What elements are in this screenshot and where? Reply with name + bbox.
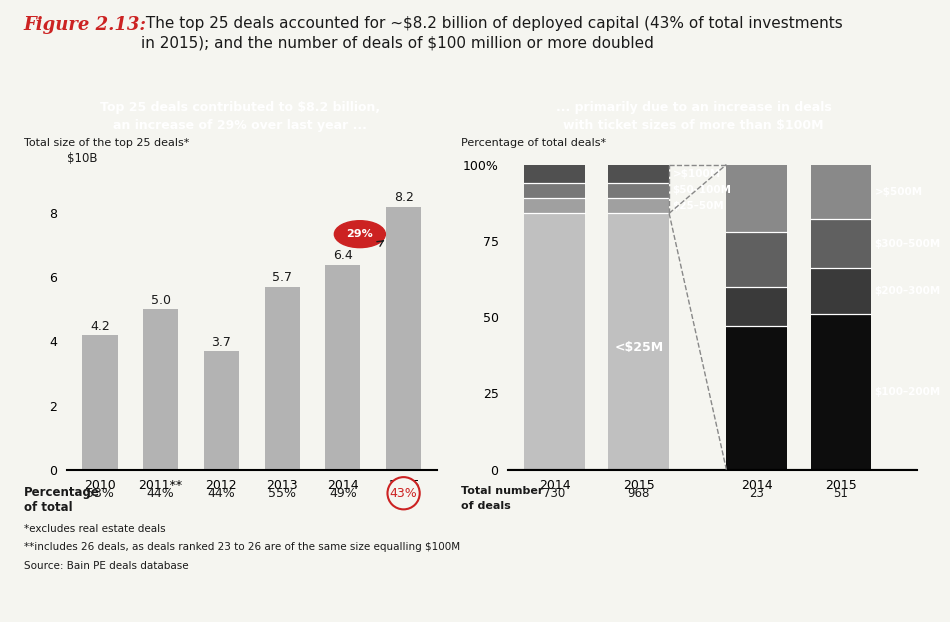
Text: $25–50M: $25–50M (673, 201, 724, 211)
Text: 55%: 55% (268, 487, 296, 499)
Bar (609, 198, 669, 213)
Text: 44%: 44% (207, 487, 236, 499)
Text: Top 25 deals contributed to $8.2 billion,: Top 25 deals contributed to $8.2 billion… (100, 101, 380, 114)
Text: 53%: 53% (86, 487, 114, 499)
Text: 5.7: 5.7 (272, 271, 292, 284)
Bar (810, 165, 871, 220)
Bar (727, 165, 787, 231)
Text: $10B: $10B (66, 152, 97, 165)
Text: $100–200M: $100–200M (875, 387, 940, 397)
Text: <$25M: <$25M (615, 341, 663, 354)
Bar (386, 207, 421, 470)
Text: Source: Bain PE deals database: Source: Bain PE deals database (24, 561, 188, 571)
Text: Total size of the top 25 deals*: Total size of the top 25 deals* (24, 138, 189, 148)
Text: 29%: 29% (347, 229, 373, 239)
Text: Total number: Total number (461, 486, 543, 496)
Bar (524, 198, 585, 213)
Text: 23: 23 (750, 487, 764, 499)
Bar (609, 183, 669, 198)
Text: an increase of 29% over last year ...: an increase of 29% over last year ... (113, 119, 367, 132)
Bar (727, 231, 787, 287)
Bar (264, 287, 300, 470)
Bar (609, 213, 669, 470)
Text: 3.7: 3.7 (212, 335, 231, 348)
Bar (524, 165, 585, 183)
Bar (727, 287, 787, 326)
Bar (810, 220, 871, 268)
Bar (810, 268, 871, 314)
Bar (524, 213, 585, 470)
Bar (325, 264, 360, 470)
Text: ... primarily due to an increase in deals: ... primarily due to an increase in deal… (556, 101, 831, 114)
Bar (203, 351, 239, 470)
Text: >$100M: >$100M (673, 169, 721, 179)
Bar (609, 165, 669, 183)
Text: 4.2: 4.2 (90, 320, 110, 333)
Text: >$500M: >$500M (875, 187, 922, 197)
Bar (524, 183, 585, 198)
Circle shape (334, 221, 386, 248)
Text: Percentage of total deals*: Percentage of total deals* (461, 138, 606, 148)
Bar (83, 335, 118, 470)
Bar (727, 326, 787, 470)
Text: with ticket sizes of more than $100M: with ticket sizes of more than $100M (563, 119, 824, 132)
Text: $300–500M: $300–500M (875, 239, 940, 249)
Text: $200–300M: $200–300M (875, 286, 940, 296)
Bar (143, 309, 179, 470)
Text: 51: 51 (833, 487, 848, 499)
Text: 968: 968 (628, 487, 650, 499)
Text: $50–100M: $50–100M (673, 185, 732, 195)
Text: of deals: of deals (461, 501, 510, 511)
Text: 730: 730 (543, 487, 565, 499)
Text: 43%: 43% (390, 487, 417, 499)
Text: 49%: 49% (329, 487, 357, 499)
Text: Percentage: Percentage (24, 486, 100, 499)
Bar (810, 314, 871, 470)
Text: 6.4: 6.4 (333, 249, 352, 262)
Text: Figure 2.13:: Figure 2.13: (24, 16, 146, 34)
Text: The top 25 deals accounted for ~$8.2 billion of deployed capital (43% of total i: The top 25 deals accounted for ~$8.2 bil… (141, 16, 843, 50)
Text: *excludes real estate deals: *excludes real estate deals (24, 524, 165, 534)
Text: of total: of total (24, 501, 72, 514)
Text: 44%: 44% (146, 487, 175, 499)
Text: 5.0: 5.0 (151, 294, 171, 307)
Text: 8.2: 8.2 (393, 192, 413, 205)
Text: **includes 26 deals, as deals ranked 23 to 26 are of the same size equalling $10: **includes 26 deals, as deals ranked 23 … (24, 542, 460, 552)
